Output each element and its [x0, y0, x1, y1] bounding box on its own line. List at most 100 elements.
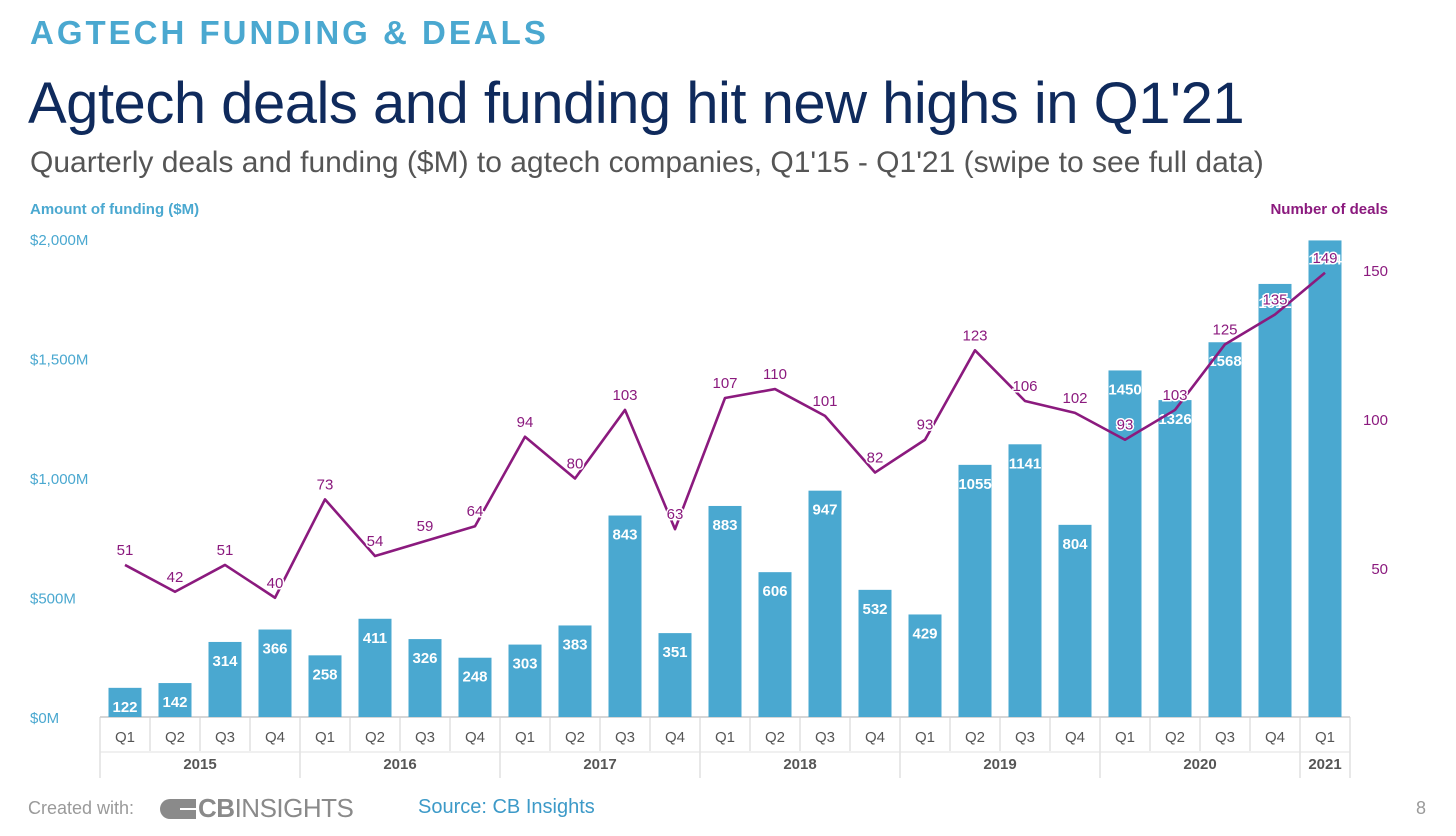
cb-insights-logo-text: CBINSIGHTS: [198, 793, 354, 823]
funding-bar: [558, 625, 592, 717]
funding-value-label: 366: [262, 641, 287, 658]
year-tick-label: 2021: [1308, 756, 1341, 773]
funding-bar: [408, 639, 442, 717]
funding-bar: [658, 633, 692, 717]
deals-value-label: 40: [267, 575, 284, 592]
deals-value-label: 106: [1012, 378, 1037, 395]
quarter-tick-label: Q2: [765, 729, 785, 746]
funding-bar: [308, 655, 342, 717]
deals-value-label: 135: [1262, 292, 1287, 309]
quarter-tick-label: Q3: [215, 729, 235, 746]
funding-value-label: 804: [1062, 536, 1088, 553]
funding-bar: [808, 490, 842, 717]
deals-value-label: 42: [167, 569, 184, 586]
funding-value-label: 843: [612, 527, 637, 544]
deals-value-label: 107: [712, 375, 737, 392]
right-tick-label: 150: [1363, 263, 1388, 280]
left-tick-label: $1,500M: [30, 352, 88, 369]
quarter-tick-label: Q3: [415, 729, 435, 746]
funding-value-label: 883: [712, 517, 737, 534]
funding-bar: [608, 515, 642, 717]
quarter-tick-label: Q2: [965, 729, 985, 746]
year-tick-label: 2020: [1183, 756, 1216, 773]
funding-bar: [708, 505, 742, 717]
funding-bar: [1158, 400, 1192, 717]
funding-value-label: 1450: [1108, 381, 1141, 398]
deals-value-label: 103: [1162, 387, 1187, 404]
left-tick-label: $1,000M: [30, 471, 88, 488]
year-tick-label: 2018: [783, 756, 816, 773]
funding-value-label: 314: [212, 653, 238, 670]
right-tick-label: 50: [1371, 561, 1388, 578]
funding-value-label: 122: [112, 699, 137, 716]
funding-bar: [1208, 342, 1242, 717]
quarter-tick-label: Q1: [1115, 729, 1135, 746]
quarter-tick-label: Q2: [565, 729, 585, 746]
quarter-tick-label: Q1: [515, 729, 535, 746]
year-tick-label: 2016: [383, 756, 416, 773]
funding-bar: [1058, 524, 1092, 717]
year-tick-label: 2017: [583, 756, 616, 773]
funding-bar: [1008, 444, 1042, 717]
quarter-tick-label: Q1: [915, 729, 935, 746]
deals-value-label: 103: [612, 387, 637, 404]
deals-line: [124, 271, 1326, 600]
funding-bar: [1258, 283, 1292, 717]
left-tick-label: $500M: [30, 591, 76, 608]
quarter-tick-label: Q1: [1315, 729, 1335, 746]
funding-bar: [208, 641, 242, 717]
quarter-tick-label: Q2: [165, 729, 185, 746]
year-tick-label: 2019: [983, 756, 1016, 773]
cb-insights-logo-mark-icon: [160, 797, 198, 821]
quarter-tick-label: Q2: [365, 729, 385, 746]
funding-value-label: 258: [312, 666, 337, 683]
funding-value-label: 1326: [1158, 411, 1191, 428]
funding-value-label: 411: [363, 630, 387, 647]
quarter-tick-label: Q4: [465, 729, 485, 746]
funding-value-label: 383: [562, 636, 587, 653]
page-subtitle: Quarterly deals and funding ($M) to agte…: [30, 146, 1264, 179]
deals-value-label: 101: [812, 393, 837, 410]
deals-value-label: 94: [517, 414, 534, 431]
right-axis-title: Number of deals: [1270, 201, 1388, 218]
funding-value-label: 248: [462, 669, 487, 686]
quarter-tick-label: Q3: [815, 729, 835, 746]
deals-value-label: 63: [667, 506, 684, 523]
funding-value-label: 1568: [1208, 353, 1241, 370]
deals-value-label: 51: [217, 542, 234, 559]
funding-bar: [108, 687, 142, 717]
funding-bar: [958, 464, 992, 717]
funding-value-label: 532: [862, 601, 887, 618]
funding-value-label: 142: [162, 694, 187, 711]
cb-insights-logo: CBINSIGHTS: [160, 793, 354, 824]
funding-bar: [508, 644, 542, 717]
funding-bar: [1308, 240, 1342, 717]
funding-bar: [258, 629, 292, 717]
deals-value-label: 51: [117, 542, 134, 559]
quarter-tick-label: Q4: [265, 729, 285, 746]
source-link[interactable]: Source: CB Insights: [418, 796, 595, 818]
deals-value-label: 123: [962, 327, 987, 344]
created-with-label: Created with:: [28, 798, 135, 818]
funding-value-label: 1141: [1009, 455, 1042, 472]
funding-value-label: 429: [912, 625, 937, 642]
funding-deals-chart: Amount of funding ($M) Number of deals $0M…: [30, 201, 1388, 778]
left-axis-title: Amount of funding ($M): [30, 201, 199, 218]
deals-value-label: 73: [317, 476, 334, 493]
left-tick-label: $2,000M: [30, 232, 88, 249]
deals-value-label: 93: [917, 417, 934, 434]
funding-bar: [758, 572, 792, 717]
funding-bar: [908, 614, 942, 717]
funding-value-label: 606: [762, 583, 787, 600]
quarter-tick-label: Q4: [865, 729, 885, 746]
funding-bar: [1108, 370, 1142, 717]
funding-value-label: 303: [512, 656, 537, 673]
year-tick-label: 2015: [183, 756, 216, 773]
funding-value-label: 947: [812, 502, 837, 519]
quarter-tick-label: Q1: [315, 729, 335, 746]
funding-bar: [158, 683, 192, 717]
quarter-tick-label: Q4: [665, 729, 685, 746]
kicker-heading: AGTECH FUNDING & DEALS: [30, 14, 549, 51]
quarter-tick-label: Q3: [1215, 729, 1235, 746]
funding-bar: [858, 589, 892, 717]
